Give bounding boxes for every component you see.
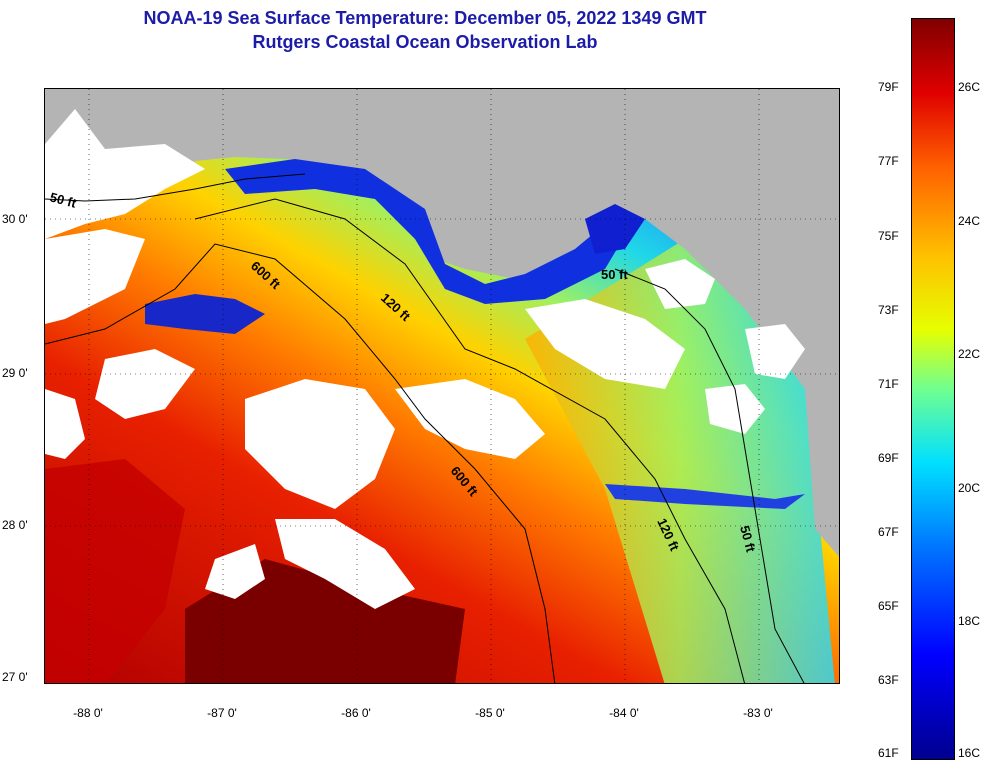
colorbar-f-75: 75F — [878, 229, 899, 243]
cold-bay-east — [585, 204, 645, 254]
warm-west — [45, 459, 185, 683]
colorbar-f-77: 77F — [878, 154, 899, 168]
warm-core — [185, 559, 465, 683]
cloud-mask-4 — [205, 544, 265, 599]
contour-50ft-east — [614, 268, 805, 683]
cloud-mask-2 — [245, 379, 395, 509]
lat-label-30: 30 0' — [2, 212, 28, 226]
cloud-mask-7 — [645, 259, 715, 309]
colorbar-c-22: 22C — [958, 347, 981, 361]
lat-label-29: 29 0' — [2, 366, 28, 380]
coastal-mask-nw — [45, 229, 145, 324]
contour-label-50ft-south: 50 ft — [737, 524, 759, 554]
colorbar-c-26: 26C — [958, 80, 981, 94]
lon-label-87: -87 0' — [207, 706, 237, 720]
coastal-mask-west — [45, 109, 205, 239]
temperature-colorbar — [911, 18, 955, 760]
colorbar-f-61: 61F — [878, 746, 899, 760]
sst-map-canvas: 50 ft 600 ft 120 ft 50 ft 600 ft 120 ft … — [45, 89, 839, 683]
cloud-mask-6 — [525, 299, 685, 389]
colorbar-c-18: 18C — [958, 614, 981, 628]
colorbar-f-67: 67F — [878, 525, 899, 539]
lon-label-84: -84 0' — [609, 706, 639, 720]
cold-eddy — [145, 294, 265, 334]
land-mass — [45, 89, 839, 557]
map-subtitle: Rutgers Coastal Ocean Observation Lab — [252, 32, 598, 52]
lon-label-86: -86 0' — [341, 706, 371, 720]
cold-nearshore-band — [225, 159, 635, 304]
cloud-mask-1 — [95, 349, 195, 419]
lat-label-28: 28 0' — [2, 518, 28, 532]
map-title: NOAA-19 Sea Surface Temperature: Decembe… — [143, 8, 707, 28]
cloud-mask-8 — [745, 324, 805, 379]
cloud-mask-5 — [395, 379, 545, 459]
lon-label-83: -83 0' — [743, 706, 773, 720]
cold-filament — [605, 484, 805, 509]
colorbar-c-16: 16C — [958, 746, 981, 760]
colorbar-f-63: 63F — [878, 673, 899, 687]
colorbar-f-73: 73F — [878, 303, 899, 317]
cloud-mask-9 — [705, 384, 765, 434]
contour-label-50ft-west: 50 ft — [48, 189, 78, 211]
colorbar-c-24: 24C — [958, 214, 981, 228]
lon-label-85: -85 0' — [475, 706, 505, 720]
lon-label-88: -88 0' — [73, 706, 103, 720]
contour-label-50ft-east: 50 ft — [601, 267, 628, 282]
colorbar-f-79: 79F — [878, 80, 899, 94]
lat-label-27: 27 0' — [2, 670, 28, 684]
cloud-mask-3 — [275, 519, 415, 609]
colorbar-f-69: 69F — [878, 451, 899, 465]
colorbar-f-65: 65F — [878, 599, 899, 613]
contour-120ft — [194, 198, 745, 683]
sst-map[interactable]: 50 ft 600 ft 120 ft 50 ft 600 ft 120 ft … — [44, 88, 840, 684]
cloud-mask-10 — [45, 389, 85, 459]
colorbar-f-71: 71F — [878, 377, 899, 391]
colorbar-c-20: 20C — [958, 481, 981, 495]
contour-50ft — [45, 173, 306, 202]
contour-600ft — [45, 243, 556, 683]
